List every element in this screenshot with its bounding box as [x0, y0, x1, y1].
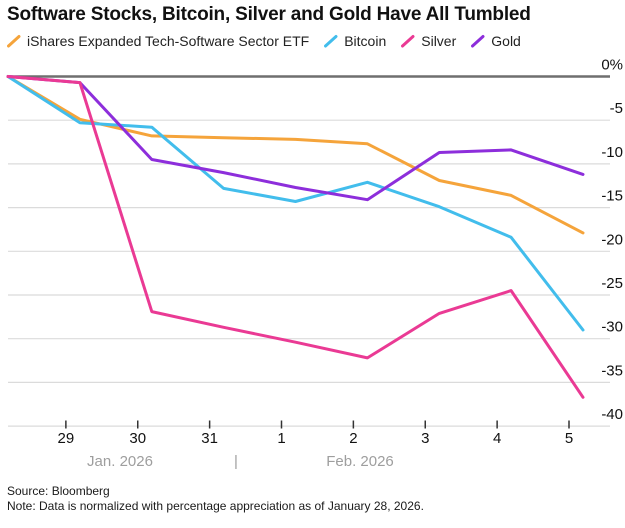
x-axis-label: 30 [129, 430, 146, 447]
legend-marker-icon [471, 35, 485, 48]
y-axis-label: 0% [601, 57, 623, 74]
x-axis-label: 5 [565, 430, 573, 447]
y-axis-label: -25 [601, 275, 623, 292]
line-chart: 0% -5 -10 -15 -20 -25 -30 -35 -40 29 30 31 1 2 3 4 5 Ja… [6, 57, 623, 470]
month-separator: | [234, 453, 238, 470]
legend-label: iShares Expanded Tech-Software Sector ET… [27, 33, 310, 49]
legend-item: Gold [471, 33, 521, 49]
source-note: Source: Bloomberg [7, 484, 110, 498]
y-axis-label: -35 [601, 362, 623, 379]
series-line-gold [6, 75, 585, 202]
legend-marker-icon [7, 35, 21, 48]
x-axis-label: 29 [58, 430, 75, 447]
chart-title: Software Stocks, Bitcoin, Silver and Gol… [7, 4, 531, 25]
x-axis-label: 31 [201, 430, 218, 447]
y-axis-label: -40 [601, 406, 623, 423]
data-note: Note: Data is normalized with percentage… [7, 499, 424, 513]
legend-item: Bitcoin [324, 33, 386, 49]
legend-label: Gold [491, 33, 521, 49]
series-line-silver [6, 75, 585, 399]
x-axis-label: 1 [277, 430, 285, 447]
legend-label: Bitcoin [344, 33, 387, 49]
y-axis-label: -20 [601, 231, 623, 248]
y-axis-label: -30 [601, 319, 623, 336]
y-axis-label: -10 [601, 144, 623, 161]
month-label-jan: Jan. 2026 [87, 453, 153, 470]
y-axis-label: -15 [601, 188, 623, 205]
legend-marker-icon [324, 35, 338, 48]
chart-footer: Source: Bloomberg Note: Data is normaliz… [7, 484, 424, 514]
legend-label: Silver [421, 33, 457, 49]
month-label-feb: Feb. 2026 [326, 453, 394, 470]
legend-item: iShares Expanded Tech-Software Sector ET… [7, 33, 309, 49]
series-line-bitcoin [6, 75, 585, 332]
legend-item: Silver [401, 33, 456, 49]
legend-marker-icon [401, 35, 415, 48]
x-axis-label: 2 [349, 430, 357, 447]
y-axis-label: -5 [610, 100, 623, 117]
x-axis-label: 4 [493, 430, 501, 447]
x-axis-label: 3 [421, 430, 429, 447]
legend: iShares Expanded Tech-Software Sector ET… [7, 33, 521, 49]
